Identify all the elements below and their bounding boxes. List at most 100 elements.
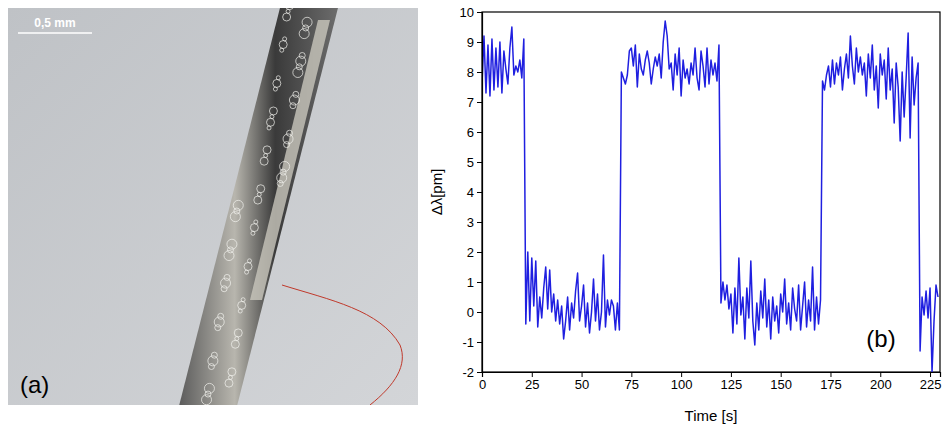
- y-tick-mark: [477, 72, 482, 73]
- y-tick: 9: [467, 35, 482, 50]
- bubble: [293, 67, 303, 77]
- figure: 0,5 mm(a)0255075100125150175200225-2-101…: [0, 0, 952, 435]
- bubble: [245, 270, 249, 274]
- wire: [250, 20, 330, 300]
- bubble: [238, 309, 242, 313]
- bubble: [284, 142, 290, 148]
- bubble: [238, 301, 246, 309]
- y-tick-label: 4: [467, 185, 474, 200]
- bubble: [277, 180, 283, 186]
- bubble: [230, 212, 240, 222]
- y-tick-mark: [477, 252, 482, 253]
- x-tick-label: 50: [575, 377, 589, 392]
- y-tick-mark: [477, 132, 482, 133]
- y-tick-mark: [477, 282, 482, 283]
- x-axis: 0 25 50 75 100 125 150 175 200 225: [479, 372, 942, 392]
- x-tick: 175: [820, 372, 842, 392]
- x-tick: 50: [575, 372, 589, 392]
- x-tick: 25: [525, 372, 539, 392]
- bubble: [228, 368, 236, 376]
- y-tick-label: 6: [467, 125, 474, 140]
- y-tick: 3: [467, 215, 482, 230]
- y-tick: 4: [467, 185, 482, 200]
- bubble: [267, 126, 271, 130]
- scale-bar-label: 0,5 mm: [34, 16, 75, 30]
- bubble: [251, 231, 255, 235]
- x-tick-label: 0: [479, 377, 486, 392]
- y-tick-label: 3: [467, 215, 474, 230]
- bubble: [290, 103, 296, 109]
- y-tick-label: 5: [467, 155, 474, 170]
- y-tick-label: 7: [467, 95, 474, 110]
- y-tick-label: 1: [467, 275, 474, 290]
- data-line: [482, 21, 938, 372]
- y-tick-label: 9: [467, 35, 474, 50]
- bubble: [234, 329, 242, 337]
- bubble: [279, 41, 287, 49]
- bubble: [231, 340, 239, 348]
- x-axis-title: Time [s]: [685, 407, 738, 424]
- y-tick: 6: [467, 125, 482, 140]
- x-tick-label: 25: [525, 377, 539, 392]
- x-tick-label: 100: [671, 377, 693, 392]
- x-tick: 100: [671, 372, 693, 392]
- x-tick-label: 75: [625, 377, 639, 392]
- y-axis-line: [477, 13, 483, 373]
- x-tick-label: 125: [721, 377, 743, 392]
- y-tick: -1: [462, 335, 482, 350]
- panel-label: (a): [20, 371, 49, 398]
- bubble: [208, 364, 214, 370]
- x-tick: 200: [870, 372, 892, 392]
- y-tick: 10: [460, 5, 482, 20]
- y-tick-label: -2: [462, 365, 474, 380]
- bubble: [250, 224, 258, 232]
- bubble: [267, 118, 275, 126]
- bubble: [263, 146, 271, 154]
- fiber: [178, 8, 340, 405]
- bubble: [244, 262, 252, 270]
- x-tick: 0: [479, 372, 486, 392]
- bubble: [225, 379, 233, 387]
- y-axis-title: Δλ[pm]: [428, 169, 445, 216]
- y-tick: 2: [467, 245, 482, 260]
- bubble: [260, 157, 268, 165]
- y-tick-mark: [477, 42, 482, 43]
- plot-frame: [482, 12, 940, 372]
- bubble: [283, 13, 291, 21]
- y-tick-mark: [477, 162, 482, 163]
- x-tick-label: 225: [920, 377, 942, 392]
- x-tick: 225: [920, 372, 942, 392]
- bubble: [202, 395, 212, 405]
- y-tick-label: 2: [467, 245, 474, 260]
- bubble: [273, 79, 281, 87]
- y-tick-mark: [477, 312, 482, 313]
- y-tick-mark: [477, 342, 482, 343]
- bubbles: [202, 8, 313, 405]
- y-tick: 1: [467, 275, 482, 290]
- bubble: [269, 107, 277, 115]
- y-tick: 8: [467, 65, 482, 80]
- panel-label: (b): [866, 325, 895, 352]
- x-tick-label: 200: [870, 377, 892, 392]
- bubble: [299, 29, 309, 39]
- x-tick: 150: [770, 372, 792, 392]
- x-tick: 125: [721, 372, 743, 392]
- y-tick-mark: [477, 372, 482, 373]
- x-tick-label: 150: [770, 377, 792, 392]
- bubble: [273, 87, 277, 91]
- bubble: [257, 185, 265, 193]
- y-tick-label: -1: [462, 335, 474, 350]
- y-tick-label: 10: [460, 5, 474, 20]
- y-tick-label: 8: [467, 65, 474, 80]
- bubble: [215, 325, 221, 331]
- y-tick: 7: [467, 95, 482, 110]
- y-axis: -2 -1 0 1 2 3 4 5 6 7 8 9 10: [460, 5, 483, 380]
- bubble: [221, 286, 227, 292]
- bubble: [224, 251, 234, 261]
- y-tick-label: 0: [467, 305, 474, 320]
- y-tick-mark: [477, 192, 482, 193]
- bubble: [280, 48, 284, 52]
- y-tick: 5: [467, 155, 482, 170]
- red-thread: [282, 285, 402, 405]
- y-tick-mark: [477, 102, 482, 103]
